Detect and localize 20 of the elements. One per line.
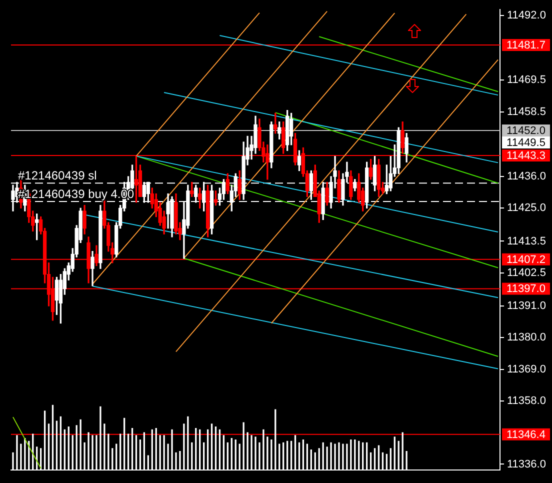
ref-line-label: 11346.4 bbox=[506, 428, 546, 441]
y-tick-label: 11380.0 bbox=[507, 332, 546, 344]
y-tick-label: 11458.5 bbox=[507, 106, 546, 118]
y-tick-label: 11469.5 bbox=[507, 74, 546, 86]
ref-line-label: 11481.7 bbox=[506, 40, 546, 52]
y-tick-label: 11492.0 bbox=[507, 9, 546, 22]
text: 11449.5 bbox=[506, 136, 546, 149]
y-tick-label: 11369.0 bbox=[507, 363, 546, 376]
ref-line-label: 11443.3 bbox=[506, 150, 546, 162]
y-tick-label: 11425.0 bbox=[507, 202, 546, 214]
ref-line-label: 11452.0 bbox=[506, 124, 546, 137]
y-tick-label: 11391.0 bbox=[507, 300, 546, 312]
y-tick-label: 11436.0 bbox=[507, 170, 546, 183]
ref-line-label: 11397.0 bbox=[506, 283, 546, 296]
ref-line-label: #121460439 sl bbox=[18, 168, 97, 182]
ref-line-label: 11407.2 bbox=[506, 254, 546, 266]
y-tick-label: 11413.5 bbox=[507, 235, 546, 248]
y-tick-label: 11402.5 bbox=[507, 266, 546, 279]
y-tick-label: 11336.0 bbox=[507, 458, 546, 470]
y-tick-label: 11358.0 bbox=[507, 394, 546, 407]
